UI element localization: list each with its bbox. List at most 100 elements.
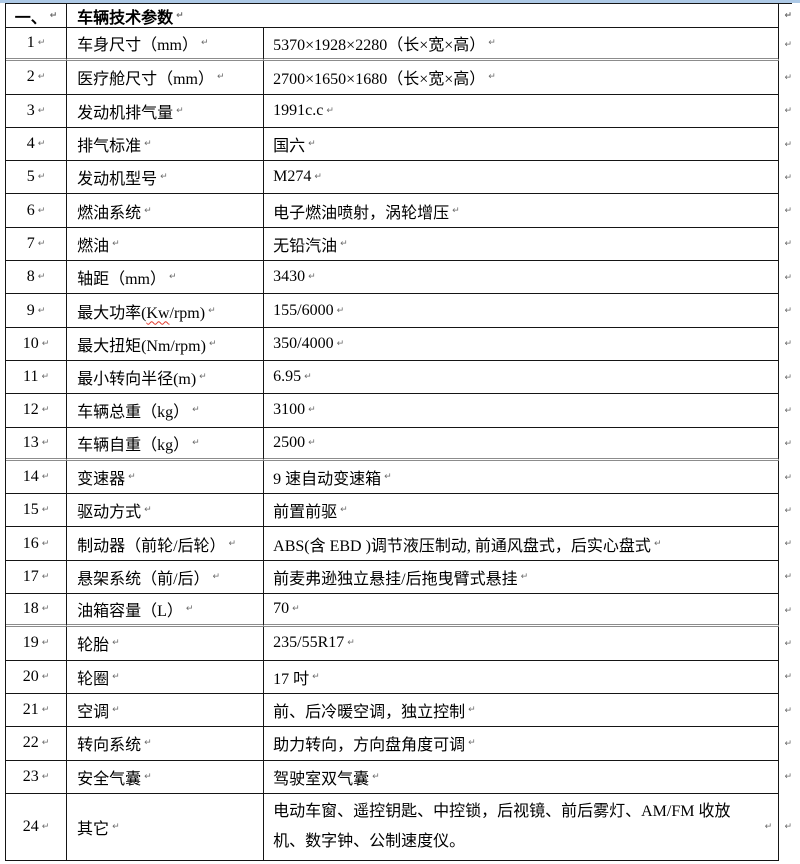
table-row: 10 ↵ 最大扭矩(Nm/rpm) ↵ 350/4000 ↵ ↵ [6,327,792,361]
table-row: 1 ↵ 车身尺寸（mm） ↵ 5370×1928×2280（长×宽×高） ↵ ↵ [6,28,792,62]
end-of-row-mark: ↵ [784,672,792,683]
table-body: 1 ↵ 车身尺寸（mm） ↵ 5370×1928×2280（长×宽×高） ↵ ↵ 2 ↵… [6,28,792,861]
row-number: 24 [22,817,39,835]
row-number: 16 [22,534,39,552]
row-label-cell: 车辆总重（kg） ↵ [67,394,265,428]
end-of-cell-mark: ↵ [653,538,662,549]
row-number: 15 [22,501,39,519]
row-value: M274 [273,168,312,186]
end-of-cell-mark: ↵ [41,372,49,383]
row-label-cell: 最小转向半径(m) ↵ [67,360,265,395]
vehicle-spec-table: 一、 ↵ 车辆技术参数 ↵ ↵ 1 ↵ 车身尺寸（mm） ↵ 5370×1928×228… [5,3,792,861]
end-of-cell-mark: ↵ [488,72,496,83]
end-of-row-mark: ↵ [784,39,792,50]
row-number-cell: 24 ↵ [6,793,68,861]
end-of-row-mark: ↵ [784,372,792,383]
end-of-cell-mark: ↵ [212,571,221,582]
row-value: 助力转向，方向盘角度可调 [273,737,466,755]
table-row: 15 ↵ 驱动方式 ↵ 前置前驱 ↵ ↵ [6,494,792,528]
row-number: 17 [22,567,39,585]
table-row: 5 ↵ 发动机型号 ↵ M274 ↵ ↵ [6,161,792,195]
row-label-cell: 燃油 ↵ [67,227,265,262]
row-number: 1 [26,34,35,52]
row-value-cell: 350/4000 ↵ [264,327,780,361]
end-of-row-mark: ↵ [784,505,792,516]
end-of-cell-mark: ↵ [308,272,316,283]
row-label-cell: 排气标准 ↵ [67,127,265,162]
end-of-cell-mark: ↵ [144,139,152,150]
table-row: 14 ↵ 变速器 ↵ 9 速自动变速箱 ↵ ↵ [6,460,792,495]
end-of-cell-mark: ↵ [384,472,392,482]
row-value: 前置前驱 [273,504,338,522]
row-number-cell: 1 ↵ [6,28,68,62]
row-value-cell: 电动车窗、遥控钥匙、中控锁，后视镜、前后雾灯、AM/FM 收放机、数字钟、公制速… [264,793,780,861]
end-of-cell-mark: ↵ [144,505,152,516]
row-label: 最大扭矩(Nm/rpm) [77,337,206,355]
end-of-cell-mark: ↵ [199,372,207,383]
table-row: 13 ↵ 车辆自重（kg） ↵ 2500 ↵ ↵ [6,427,792,461]
end-of-cell-mark: ↵ [176,105,184,116]
row-value: 9 速自动变速箱 [273,471,382,488]
header-title-cell: 车辆技术参数 ↵ [67,4,780,28]
row-value-cell: ABS(含 EBD )调节液压制动, 前通风盘式，后实心盘式 ↵ [264,527,780,561]
row-label: 驱动方式 [77,504,142,522]
row-value-cell: 2700×1650×1680（长×宽×高） ↵ [264,61,780,95]
row-number: 13 [22,433,39,451]
table-row: 12 ↵ 车辆总重（kg） ↵ 3100 ↵ ↵ [6,394,792,428]
row-label-cell: 发动机型号 ↵ [67,161,265,195]
end-of-cell-mark: ↵ [168,272,177,283]
row-label-cell: 变速器 ↵ [67,460,265,495]
end-of-cell-mark: ↵ [41,604,50,615]
row-value-cell: 1991c.c ↵ [264,94,780,128]
row-number: 20 [22,667,39,685]
row-value-cell: 3100 ↵ [264,394,780,428]
end-of-cell-mark: ↵ [112,671,120,682]
end-of-cell-mark: ↵ [228,538,237,549]
end-of-cell-mark: ↵ [37,305,46,316]
end-of-cell-mark: ↵ [200,38,209,49]
end-of-row-mark: ↵ [784,106,792,117]
end-of-cell-mark: ↵ [520,571,529,582]
table-row: 17 ↵ 悬架系统（前/后） ↵ 前麦弗逊独立悬挂/后拖曳臂式悬挂 ↵ ↵ [6,560,792,595]
end-of-cell-mark: ↵ [336,338,345,349]
header-index-cell: 一、 ↵ [6,4,68,28]
end-of-cell-mark: ↵ [128,472,136,482]
row-value-cell: 235/55R17 ↵ [264,627,780,661]
row-label: 发动机型号 [77,171,158,189]
end-of-cell-mark: ↵ [764,821,773,832]
row-number-cell: 9 ↵ [6,294,68,328]
end-of-row-mark: ↵ [784,705,792,716]
row-label: 变速器 [77,471,126,488]
end-of-cell-mark: ↵ [372,771,380,782]
row-label-cell: 轮圈 ↵ [67,660,265,694]
row-value: 1991c.c [273,101,324,119]
end-of-cell-mark: ↵ [37,272,46,283]
row-value-cell: 前麦弗逊独立悬挂/后拖曳臂式悬挂 ↵ [264,560,780,595]
misspelled-word: Kw [146,304,170,322]
row-value-cell: 6.95 ↵ [264,360,780,395]
row-value-cell: 9 速自动变速箱 ↵ [264,460,780,495]
table-row: 11 ↵ 最小转向半径(m) ↵ 6.95 ↵ ↵ [6,360,792,395]
row-value: 2500 [273,433,306,451]
end-of-cell-mark: ↵ [144,771,152,782]
end-of-cell-mark: ↵ [41,437,50,448]
row-label-cell: 转向系统 ↵ [67,727,265,761]
end-of-cell-mark: ↵ [112,705,120,716]
row-value: 155/6000 [273,301,334,319]
row-value: 前、后冷暖空调，独立控制 [273,704,466,722]
end-of-cell-mark: ↵ [192,405,200,416]
row-value: 3430 [273,268,306,286]
end-of-row-mark: ↵ [784,605,792,616]
row-number: 11 [23,368,39,386]
row-number-cell: 14 ↵ [6,460,68,495]
table-header-row: 一、 ↵ 车辆技术参数 ↵ ↵ [6,4,792,28]
row-number-cell: 7 ↵ [6,227,68,262]
end-of-cell-mark: ↵ [308,405,316,416]
end-of-row-mark: ↵ [784,272,792,283]
row-label: 其它 [77,820,110,838]
row-number-cell: 17 ↵ [6,560,68,595]
row-number-cell: 20 ↵ [6,660,68,694]
end-of-cell-mark: ↵ [41,338,50,349]
table-row: 21 ↵ 空调 ↵ 前、后冷暖空调，独立控制 ↵ ↵ [6,693,792,728]
